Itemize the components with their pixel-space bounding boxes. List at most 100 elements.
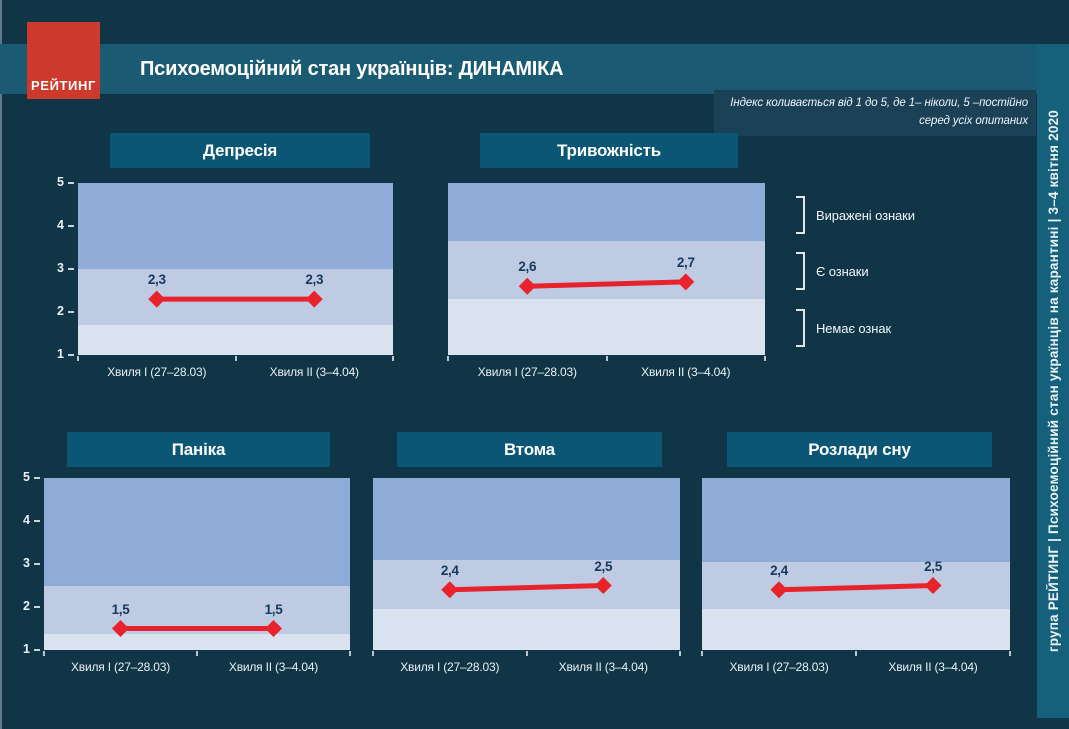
side-banner: група РЕЙТИНГ | Психоемоційний стан укра… [1037,44,1069,718]
trend-line [148,290,323,308]
x-axis-tick [447,356,449,361]
data-point-value: 2,4 [440,562,459,578]
y-axis-tick [68,268,74,270]
y-axis-label: 1 [57,347,64,361]
y-axis-label: 4 [57,218,64,232]
y-axis-tick [34,563,40,565]
data-point-marker [441,581,459,599]
bracket-icon [796,252,805,290]
data-point-value: 2,5 [924,558,942,574]
data-point-marker [518,277,536,295]
zone-expressed-signs [373,478,680,560]
x-axis-label: Хвиля II (3–4.04) [558,660,648,674]
data-point-value: 1,5 [111,601,130,617]
chart-title-3: Паніка [67,432,330,467]
zone-no-signs [702,609,1010,650]
x-axis-label: Хвиля II (3–4.04) [228,660,319,674]
chart-plot-4: 2,4 2,5 [373,478,680,650]
legend-label: Є ознаки [816,263,869,279]
left-edge-border [0,0,2,729]
y-axis-label: 1 [23,642,30,656]
trend-line [112,620,282,637]
y-axis-label: 5 [23,470,30,484]
data-point-value: 2,7 [676,254,695,270]
side-banner-text: група РЕЙТИНГ | Психоемоційний стан укра… [1045,109,1061,653]
chart-title-text: Паніка [171,439,226,459]
header-band: Психоемоційний стан українців: ДИНАМІКА [0,44,1069,94]
x-axis-tick [1009,651,1011,656]
bracket-icon [796,196,805,234]
zone-no-signs [78,324,393,355]
chart-title-text: Тривожність [556,140,662,160]
x-axis-tick [679,651,681,656]
data-point-marker [148,290,166,308]
zone-expressed-signs [44,478,350,586]
y-axis-label: 4 [23,513,30,527]
chart-title-text: Розлади сну [808,439,911,459]
x-axis-tick [349,651,351,656]
legend-label: Виражені ознаки [816,207,915,223]
page-title: Психоемоційний стан українців: ДИНАМІКА [140,58,564,80]
bracket-icon [796,309,805,347]
chart-title-2: Тривожність [480,133,738,168]
x-axis-tick [764,356,766,361]
x-axis-tick [701,651,703,656]
trend-line [518,273,695,295]
zone-no-signs [448,299,765,355]
y-axis-label: 2 [57,304,64,318]
chart-plot-3: 1,5 1,5 [44,478,350,650]
x-axis-tick [372,651,374,656]
data-point-marker [112,620,129,637]
x-axis-tick [605,356,608,361]
data-point-value: 2,3 [147,272,166,288]
x-axis-label: Хвиля I (27–28.03) [70,660,171,674]
data-point-value: 2,4 [770,562,788,578]
y-axis-tick [68,182,74,184]
y-axis-label: 5 [57,175,64,189]
x-axis-tick [234,356,237,361]
y-axis-label: 3 [57,261,64,275]
x-axis-tick [77,356,79,361]
zone-no-signs [373,609,680,650]
rating-logo-text: РЕЙТИНГ [31,78,96,93]
chart-plot-2: 2,6 2,7 [448,183,765,355]
x-axis-tick [196,651,198,656]
zone-no-signs [44,634,350,650]
data-point-value: 2,6 [518,259,537,275]
x-axis-tick [392,356,394,361]
zone-expressed-signs [448,183,765,242]
x-axis-label: Хвиля I (27–28.03) [729,660,829,674]
index-note-line1: Індекс коливається від 1 до 5, де 1– нік… [730,97,1028,109]
y-axis-tick [34,520,40,522]
y-axis-tick [68,354,74,356]
rating-logo: РЕЙТИНГ [27,22,100,99]
y-axis-tick [68,311,74,313]
x-axis-label: Хвиля II (3–4.04) [888,660,978,674]
chart-plot-5: 2,4 2,5 [702,478,1010,650]
x-axis-tick [43,651,45,656]
x-axis-label: Хвиля I (27–28.03) [400,660,500,674]
zone-expressed-signs [702,478,1010,562]
index-note: Індекс коливається від 1 до 5, де 1– нік… [714,90,1036,136]
data-point-marker [924,577,942,594]
legend-label: Немає ознак [816,320,892,336]
chart-title-5: Розлади сну [727,432,992,467]
chart-title-4: Втома [397,432,662,467]
data-point-marker [265,620,282,637]
y-axis-tick [34,477,40,479]
x-axis-label: Хвиля I (27–28.03) [107,365,207,379]
data-point-marker [594,577,612,594]
data-point-value: 2,3 [305,272,324,288]
chart-title-text: Депресія [202,140,278,160]
trend-line [441,577,612,599]
data-point-value: 1,5 [264,601,283,617]
y-axis-tick [34,606,40,608]
legend-item-low: Немає ознак [796,309,891,347]
y-axis-label: 2 [23,599,30,613]
zone-has-signs [373,559,680,610]
data-point-marker [305,290,323,308]
x-axis-tick [525,651,528,656]
y-axis-tick [34,649,40,651]
x-axis-tick [855,651,857,656]
